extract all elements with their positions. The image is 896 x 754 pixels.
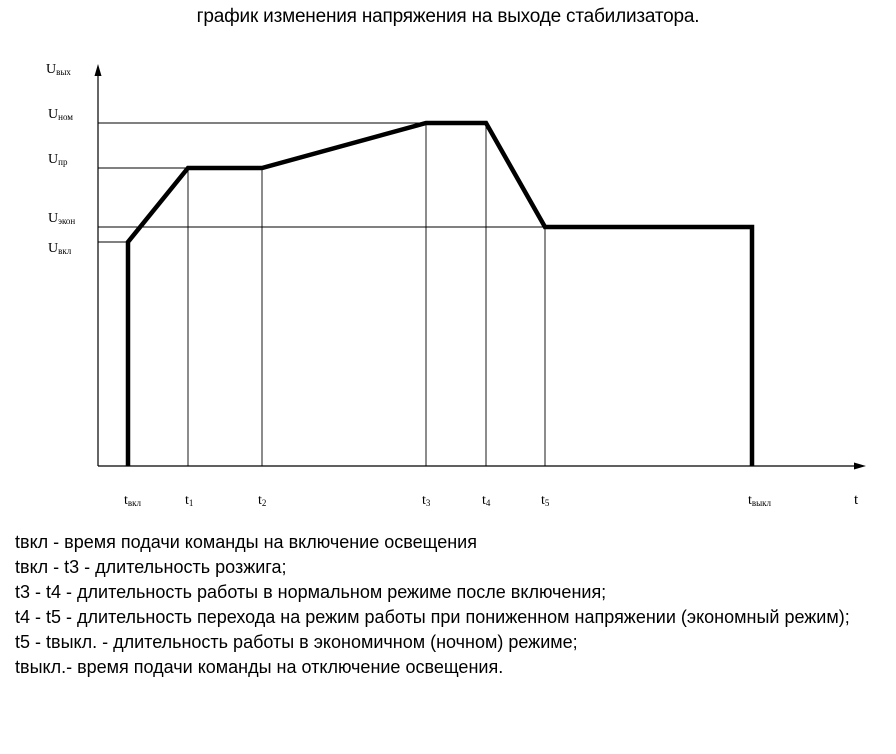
x-axis-arrow xyxy=(854,462,866,470)
legend-item: t4 - t5 - длительность перехода на режим… xyxy=(15,607,850,627)
legend-item: t5 - tвыкл. - длительность работы в экон… xyxy=(15,632,578,652)
time-label-tvykl: tвыкл xyxy=(748,493,772,508)
legend-item: t3 - t4 - длительность работы в нормальн… xyxy=(15,582,607,602)
y-axis-label: Uвых xyxy=(46,62,71,77)
legend-item: tвкл - t3 - длительность розжига; xyxy=(15,557,287,577)
level-label-nom: Uном xyxy=(48,107,73,122)
x-axis-label: t xyxy=(854,492,859,508)
time-label-t3: t3 xyxy=(422,493,431,508)
time-label-t2: t2 xyxy=(258,493,266,508)
legend-item: tвкл - время подачи команды на включение… xyxy=(15,532,477,552)
diagram-title: график изменения напряжения на выходе ст… xyxy=(196,6,700,27)
level-label-pr: Uпр xyxy=(48,152,68,167)
time-label-tvkl: tвкл xyxy=(124,493,142,508)
time-label-t4: t4 xyxy=(482,493,491,508)
level-label-ekon: Uэкон xyxy=(48,211,75,226)
time-label-t1: t1 xyxy=(185,493,193,508)
time-label-t5: t5 xyxy=(541,493,550,508)
voltage-curve xyxy=(125,120,755,466)
legend-item: tвыкл.- время подачи команды на отключен… xyxy=(15,657,504,677)
legend: tвкл - время подачи команды на включение… xyxy=(15,530,885,680)
voltage-diagram: Uвых Uном Uпр Uэкон Uвкл tвкл t1 t2 t3 t… xyxy=(46,62,866,508)
y-axis-arrow xyxy=(94,64,102,76)
level-label-vkl: Uвкл xyxy=(48,241,72,256)
